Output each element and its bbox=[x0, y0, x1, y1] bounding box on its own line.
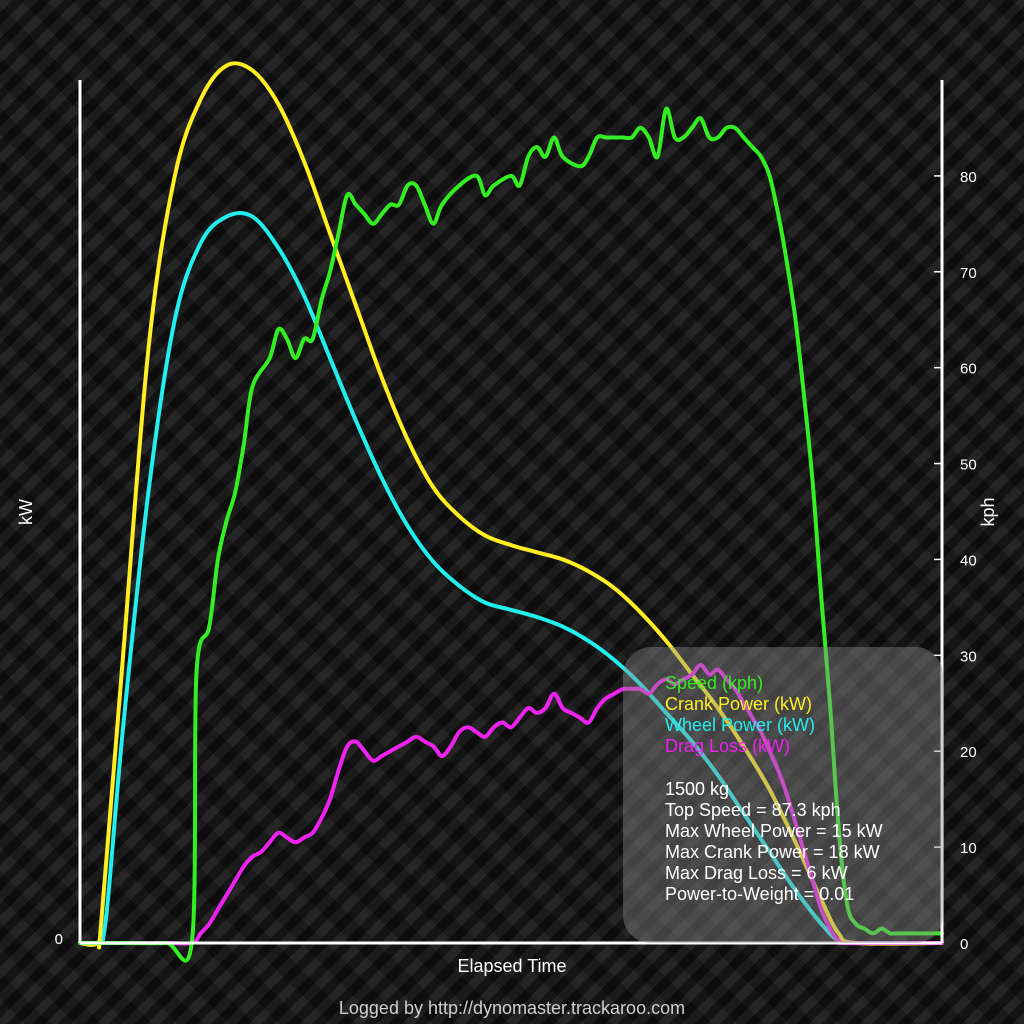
left-axis-title: kW bbox=[16, 499, 36, 525]
series-line-wheel-power-kw bbox=[78, 211, 944, 947]
right-axis-tick-label: 50 bbox=[960, 457, 977, 474]
legend-stat: 1500 kg bbox=[665, 779, 729, 799]
right-axis-title: kph bbox=[978, 497, 998, 526]
right-axis-tick-label: 70 bbox=[960, 265, 977, 282]
right-axis-tick-label: 10 bbox=[960, 840, 977, 857]
legend-stat: Max Wheel Power = 15 kW bbox=[665, 821, 883, 841]
series-layer bbox=[78, 61, 944, 963]
series-line-drag-loss-kw bbox=[78, 662, 944, 946]
legend-entry: Speed (kph) bbox=[665, 673, 763, 693]
x-axis-title: Elapsed Time bbox=[457, 956, 566, 976]
legend-stat: Max Drag Loss = 6 kW bbox=[665, 863, 848, 883]
legend-stat: Max Crank Power = 18 kW bbox=[665, 842, 880, 862]
right-axis-tick-label: 40 bbox=[960, 552, 977, 569]
legend: Speed (kph)Crank Power (kW)Wheel Power (… bbox=[623, 647, 943, 943]
right-axis-tick-label: 20 bbox=[960, 744, 977, 761]
axis-layer: kW kph Elapsed Time Logged by http://dyn… bbox=[16, 80, 998, 1018]
left-axis-tick-label: 0 bbox=[55, 931, 63, 948]
right-axis-tick-label: 60 bbox=[960, 361, 977, 378]
series-line-crank-power-kw bbox=[78, 61, 944, 950]
right-axis-tick-label: 80 bbox=[960, 169, 977, 186]
legend-entry: Crank Power (kW) bbox=[665, 694, 812, 714]
right-axis-tick-label: 0 bbox=[960, 936, 968, 953]
legend-box bbox=[623, 647, 943, 943]
legend-stat: Power-to-Weight = 0.01 bbox=[665, 884, 854, 904]
right-axis-tick-label: 30 bbox=[960, 648, 977, 665]
footer-text: Logged by http://dynomaster.trackaroo.co… bbox=[339, 998, 685, 1018]
legend-entry: Wheel Power (kW) bbox=[665, 715, 815, 735]
series-line-speed-kph bbox=[78, 106, 944, 963]
legend-entry: Drag Loss (kW) bbox=[665, 736, 790, 756]
legend-stat: Top Speed = 87.3 kph bbox=[665, 800, 841, 820]
